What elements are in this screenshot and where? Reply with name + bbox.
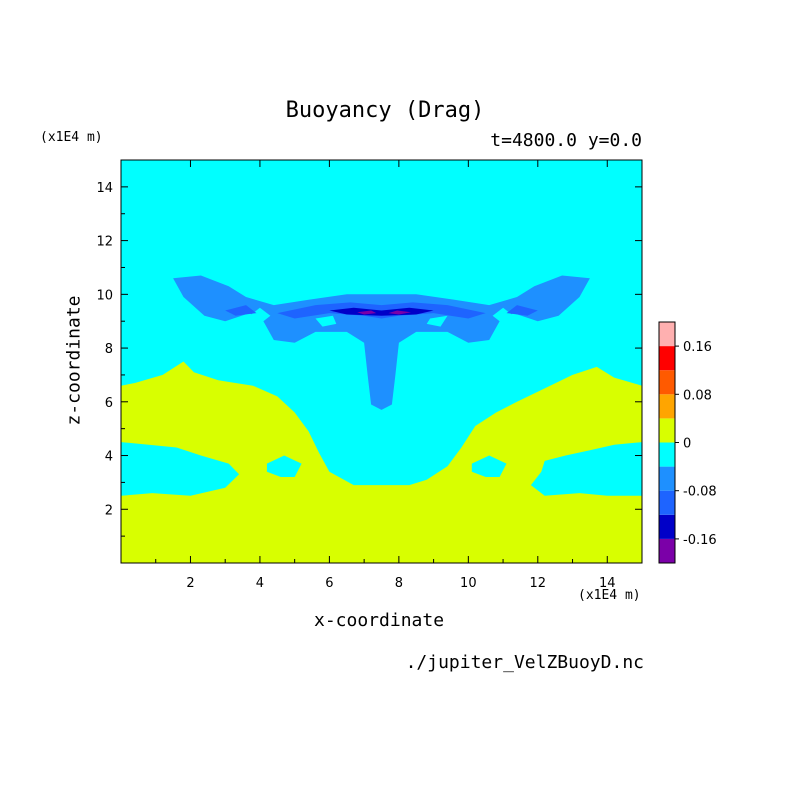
y-tick-label: 14 [96, 181, 113, 196]
axes: 2 4 6 8 10 12 14 2 4 6 8 10 12 14 [96, 159, 643, 591]
core-strong-negative [329, 307, 434, 316]
colorbar-tick-label: 0.08 [683, 388, 712, 403]
x-tick-label: 14 [599, 576, 616, 591]
x-tick-label: 8 [395, 576, 403, 591]
y-tick-label: 8 [105, 342, 113, 357]
colorbar-swatch [659, 538, 675, 563]
x-tick-label: 12 [530, 576, 547, 591]
chart-title: Buoyancy (Drag) [285, 98, 485, 123]
colorbar: 0.16 0.08 0 -0.08 -0.16 [658, 321, 717, 564]
colorbar-tick-label: -0.16 [683, 533, 717, 548]
colorbar-swatch [659, 490, 675, 515]
colorbar-swatch [659, 466, 675, 491]
x-tick-label: 6 [325, 576, 333, 591]
colorbar-swatch [659, 418, 675, 443]
y-tick-label: 6 [105, 396, 113, 411]
y-tick-label: 12 [96, 235, 113, 250]
y-axis-units: (x1E4 m) [40, 130, 103, 145]
cyan-pocket-right [471, 455, 507, 477]
plume-weak-negative [173, 275, 590, 410]
plume-hole-far-left [246, 307, 271, 327]
y-tick-label: 10 [96, 288, 113, 303]
y-tick-label: 2 [105, 503, 113, 518]
x-tick-label: 4 [256, 576, 264, 591]
plume-hole-right [426, 315, 448, 327]
positive-buoyancy-region [121, 361, 642, 563]
colorbar-tick-label: 0 [683, 437, 691, 452]
source-filename: ./jupiter_VelZBuoyD.nc [405, 652, 644, 673]
cyan-pocket-left [266, 455, 302, 477]
x-axis-label: x-coordinate [314, 610, 445, 631]
x-axis-units: (x1E4 m) [578, 588, 641, 603]
colorbar-swatch [659, 394, 675, 419]
colorbar-tick-label: -0.08 [683, 485, 717, 500]
band-moderate-negative [277, 302, 486, 319]
core-min-left [357, 310, 377, 315]
y-tick-label: 4 [105, 450, 113, 465]
plot-area [121, 160, 642, 563]
chart-subtitle: t=4800.0 y=0.0 [490, 130, 642, 151]
core-min-right [388, 310, 411, 315]
colorbar-swatch [659, 346, 675, 371]
plot-frame [120, 159, 643, 564]
plume-hole-left [315, 315, 337, 327]
plume-hole-far-right [492, 307, 517, 327]
colorbar-swatch [659, 514, 675, 539]
colorbar-swatch [659, 442, 675, 467]
band-side-right [506, 305, 538, 316]
colorbar-tick-label: 0.16 [683, 340, 712, 355]
band-side-left [225, 305, 257, 316]
colorbar-swatch [659, 322, 675, 347]
colorbar-swatch [659, 370, 675, 395]
x-tick-label: 10 [460, 576, 477, 591]
x-tick-label: 2 [186, 576, 194, 591]
